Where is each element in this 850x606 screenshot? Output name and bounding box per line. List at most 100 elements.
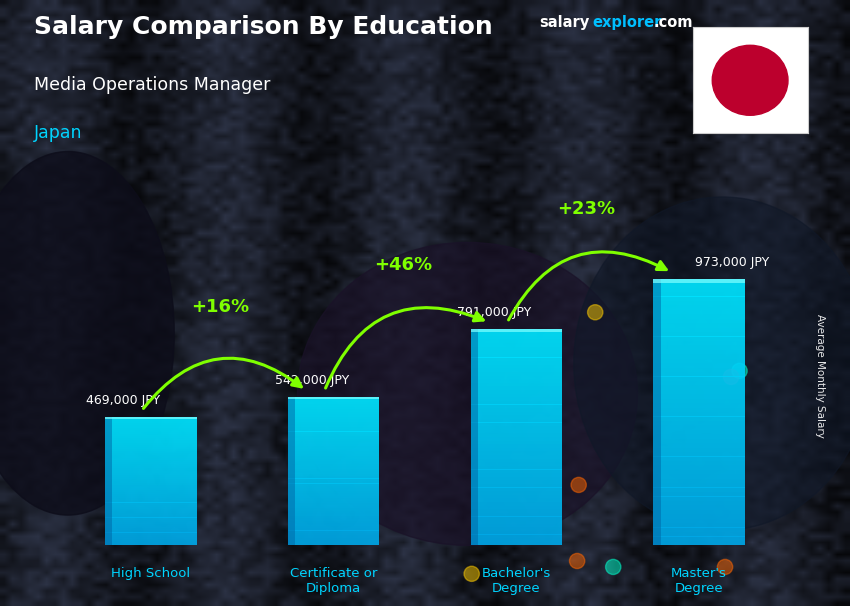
Bar bbox=[288, 518, 379, 521]
Bar bbox=[471, 332, 562, 336]
Text: salary: salary bbox=[540, 15, 590, 30]
Bar bbox=[471, 455, 562, 459]
Bar bbox=[654, 279, 660, 545]
Text: 973,000 JPY: 973,000 JPY bbox=[695, 256, 769, 269]
Bar bbox=[105, 468, 196, 470]
Bar bbox=[288, 479, 379, 481]
Bar bbox=[471, 534, 562, 538]
Bar bbox=[288, 444, 379, 447]
Bar bbox=[105, 534, 196, 537]
Bar bbox=[288, 454, 379, 456]
Bar bbox=[471, 336, 562, 339]
Bar bbox=[471, 368, 562, 372]
Bar bbox=[654, 430, 745, 435]
Bar bbox=[288, 397, 379, 399]
Bar bbox=[288, 496, 379, 498]
Bar bbox=[654, 305, 745, 310]
Bar bbox=[471, 473, 562, 477]
Bar bbox=[654, 510, 745, 514]
Text: Master's
Degree: Master's Degree bbox=[672, 567, 727, 596]
Bar bbox=[471, 430, 562, 433]
Bar bbox=[288, 451, 379, 454]
Bar bbox=[105, 441, 196, 442]
Bar bbox=[471, 470, 562, 473]
Bar bbox=[654, 310, 745, 315]
Bar bbox=[288, 528, 379, 530]
Bar bbox=[654, 501, 745, 505]
Bar bbox=[654, 456, 745, 461]
Ellipse shape bbox=[605, 559, 620, 574]
Bar bbox=[654, 381, 745, 385]
Ellipse shape bbox=[298, 242, 638, 545]
Bar bbox=[654, 496, 745, 501]
Bar bbox=[105, 455, 196, 458]
Bar bbox=[654, 372, 745, 376]
Bar bbox=[105, 528, 196, 530]
Bar bbox=[654, 421, 745, 425]
Bar bbox=[288, 536, 379, 538]
Bar bbox=[105, 479, 196, 481]
Bar bbox=[471, 516, 562, 520]
Bar bbox=[105, 477, 196, 479]
Bar bbox=[288, 424, 379, 427]
Bar bbox=[288, 486, 379, 488]
Text: +16%: +16% bbox=[191, 298, 249, 316]
Bar bbox=[471, 531, 562, 534]
Bar bbox=[654, 283, 745, 288]
Text: explorer: explorer bbox=[592, 15, 662, 30]
Bar bbox=[471, 401, 562, 405]
Bar bbox=[105, 458, 196, 460]
Bar bbox=[471, 502, 562, 505]
Bar bbox=[105, 417, 196, 419]
Bar bbox=[288, 501, 379, 504]
Bar bbox=[654, 350, 745, 355]
Bar bbox=[654, 536, 745, 541]
Bar bbox=[654, 474, 745, 479]
Bar bbox=[471, 487, 562, 491]
Bar bbox=[654, 341, 745, 345]
Bar bbox=[288, 464, 379, 466]
Ellipse shape bbox=[570, 553, 585, 568]
Bar bbox=[105, 518, 196, 520]
Bar bbox=[288, 449, 379, 451]
Bar bbox=[288, 521, 379, 523]
Bar bbox=[471, 466, 562, 470]
Text: 542,000 JPY: 542,000 JPY bbox=[275, 375, 348, 387]
Bar bbox=[654, 359, 745, 363]
Bar bbox=[654, 363, 745, 368]
Bar bbox=[288, 459, 379, 461]
Bar bbox=[654, 519, 745, 523]
Bar bbox=[105, 485, 196, 488]
Bar bbox=[471, 462, 562, 466]
Bar bbox=[471, 343, 562, 347]
Bar bbox=[288, 461, 379, 464]
Bar bbox=[654, 327, 745, 332]
Bar bbox=[105, 434, 196, 436]
Bar bbox=[105, 417, 112, 545]
Bar bbox=[105, 541, 196, 543]
Bar bbox=[105, 519, 196, 522]
Bar bbox=[288, 488, 379, 491]
Bar bbox=[288, 498, 379, 501]
Bar bbox=[288, 541, 379, 543]
Bar bbox=[471, 441, 562, 444]
Bar bbox=[105, 522, 196, 524]
Bar bbox=[105, 460, 196, 462]
Bar bbox=[471, 484, 562, 488]
Bar bbox=[288, 431, 379, 434]
Bar bbox=[471, 393, 562, 398]
Bar bbox=[471, 451, 562, 455]
Bar bbox=[654, 345, 745, 350]
Bar bbox=[105, 427, 196, 430]
Bar bbox=[288, 404, 379, 407]
Bar bbox=[105, 539, 196, 541]
Text: Bachelor's
Degree: Bachelor's Degree bbox=[482, 567, 551, 596]
Bar bbox=[471, 387, 562, 390]
Bar bbox=[288, 516, 379, 518]
Bar bbox=[105, 513, 196, 516]
Bar bbox=[471, 350, 562, 354]
Bar bbox=[105, 526, 196, 528]
Ellipse shape bbox=[571, 478, 586, 493]
Text: .com: .com bbox=[654, 15, 693, 30]
Bar bbox=[105, 492, 196, 494]
